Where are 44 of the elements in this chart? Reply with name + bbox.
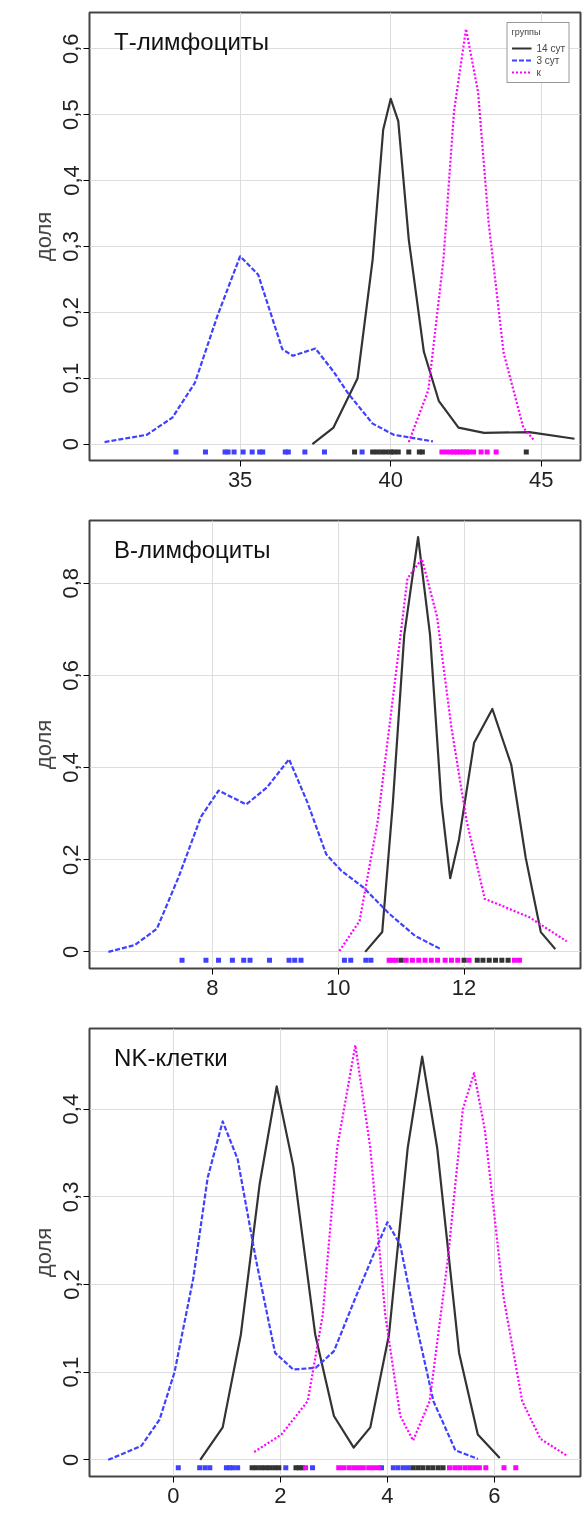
- x-tick-label: 12: [451, 974, 477, 1000]
- y-tick-label: 0,4: [58, 752, 84, 783]
- y-tick-label: 0,6: [58, 660, 84, 691]
- x-tick-label: 35: [227, 466, 253, 492]
- y-tick-label: 0,5: [58, 99, 84, 130]
- x-tick-label: 10: [325, 974, 351, 1000]
- y-axis-title: доля: [30, 211, 56, 262]
- y-tick-label: 0,3: [58, 231, 84, 262]
- x-tick-label: 40: [378, 466, 403, 492]
- y-tick-label: 0,8: [58, 567, 84, 599]
- y-tick-label: 0,4: [58, 1093, 84, 1125]
- y-tick-label: 0,3: [58, 1181, 84, 1213]
- y-tick-label: 0,1: [58, 362, 84, 394]
- y-axis-title: доля: [30, 719, 56, 770]
- legend-label: 3 сут: [536, 54, 560, 66]
- y-tick-label: 0,4: [58, 165, 84, 196]
- y-tick-label: 0,2: [58, 1269, 84, 1300]
- line-series: [107, 1120, 479, 1461]
- y-tick-label: 0,2: [58, 296, 84, 328]
- legend-label: 14 сут: [536, 42, 565, 54]
- text: NK-клетки: [114, 1044, 228, 1072]
- line-series: [107, 758, 442, 954]
- line-series: [311, 97, 576, 446]
- legend-title: группы: [511, 27, 542, 37]
- text: Т-лимфоциты: [114, 28, 270, 56]
- x-tick-label: 0: [167, 1482, 180, 1508]
- y-tick-label: 0: [58, 437, 84, 451]
- y-tick-label: 0: [58, 1453, 84, 1466]
- y-tick-label: 0,6: [58, 33, 84, 65]
- text: В-лимфоциты: [114, 536, 271, 564]
- legend-label: к: [536, 66, 542, 78]
- x-tick-label: 6: [488, 1482, 501, 1508]
- y-tick-label: 0,2: [58, 844, 84, 876]
- line-series: [364, 535, 557, 954]
- x-tick-label: 4: [381, 1482, 394, 1508]
- y-axis-title: доля: [30, 1227, 56, 1278]
- y-tick-label: 0: [58, 945, 84, 959]
- x-tick-label: 8: [206, 974, 219, 1000]
- x-tick-label: 2: [274, 1482, 287, 1508]
- y-tick-label: 0,1: [58, 1356, 84, 1388]
- line-series: [338, 557, 568, 953]
- line-series: [103, 255, 434, 444]
- x-tick-label: 45: [529, 466, 554, 492]
- line-series: [253, 1044, 568, 1457]
